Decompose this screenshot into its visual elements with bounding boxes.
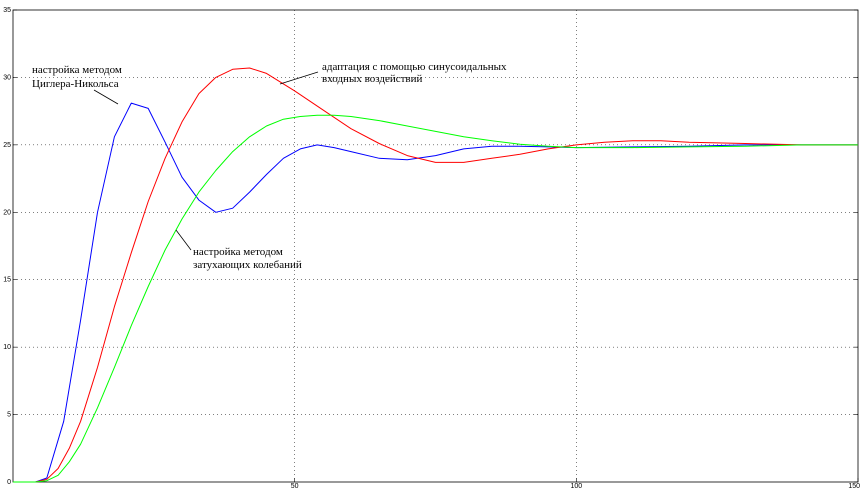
annotation-pointer [175, 229, 192, 251]
y-tick-label: 0 [7, 479, 11, 486]
x-tick-label: 50 [291, 483, 299, 489]
y-tick-label: 10 [3, 344, 11, 351]
series-line-sinusoidal-adaptation [13, 67, 858, 483]
tick-labels: 0 5 10 15 20 25 30 35 50 100 150 [3, 7, 860, 489]
y-tick-label: 5 [7, 412, 11, 419]
annotation-pointers [93, 71, 319, 251]
x-tick-label: 100 [570, 483, 582, 489]
annotation-sinusoidal-line2: входных воздействий [322, 73, 422, 85]
y-tick-label: 15 [3, 277, 11, 284]
series-line-damped-oscillation [13, 114, 858, 483]
annotation-ziegler-nichols-line1: настройка методом [32, 64, 122, 76]
annotation-ziegler-nichols-line2: Циглера-Никольса [32, 78, 119, 90]
series-lines [13, 67, 858, 483]
y-tick-label: 30 [3, 74, 11, 81]
x-tick-label: 150 [848, 483, 860, 489]
grid [13, 9, 859, 483]
annotation-damped-line1: настройка методом [193, 246, 283, 258]
annotation-sinusoidal-line1: адаптация с помощью синусоидальных [322, 61, 507, 73]
plot-frame [12, 9, 859, 483]
series-line-ziegler-nichols [13, 102, 858, 483]
annotation-pointer [279, 71, 319, 85]
y-tick-label: 25 [3, 142, 11, 149]
annotation-pointer [93, 89, 119, 105]
y-tick-label: 35 [3, 7, 11, 14]
annotation-damped-line2: затухающих колебаний [193, 259, 302, 271]
y-tick-label: 20 [3, 209, 11, 216]
